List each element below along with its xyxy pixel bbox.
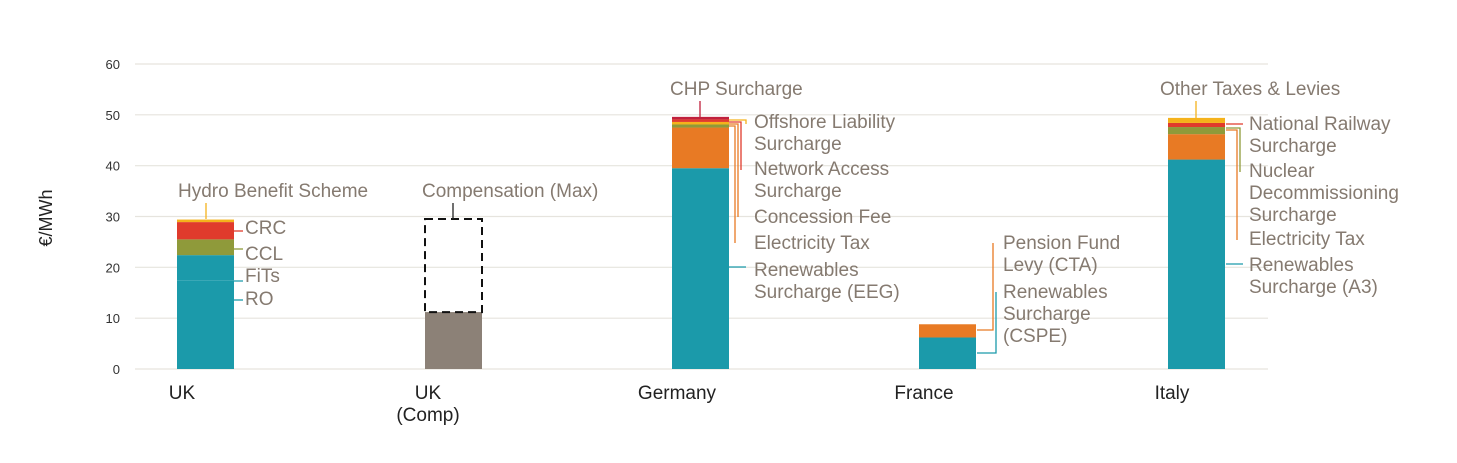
bar-segment <box>672 116 729 120</box>
bar-segment <box>177 222 234 240</box>
annotation-label: Surcharge (EEG) <box>754 282 900 303</box>
bar-segment <box>425 312 482 369</box>
y-axis-label: €/MWh <box>36 189 56 246</box>
bar-segment <box>672 119 729 122</box>
bar-segment <box>1168 117 1225 123</box>
compensation-dashed-box <box>424 218 483 314</box>
bar-segment <box>672 168 729 369</box>
bar-segment <box>919 324 976 338</box>
x-category-label: UK <box>415 383 442 404</box>
y-tick-label: 10 <box>106 311 120 326</box>
annotation-label: Surcharge <box>1249 136 1337 157</box>
annotation-label: CCL <box>245 244 283 265</box>
x-category-label: (Comp) <box>396 405 459 426</box>
annotation-label: Compensation (Max) <box>422 181 598 202</box>
bar-segment <box>1168 159 1225 369</box>
bar-segment <box>919 337 976 369</box>
y-tick-label: 0 <box>113 362 120 377</box>
annotation-leader <box>729 121 742 170</box>
bar-segment <box>1168 127 1225 135</box>
annotation-label: (CSPE) <box>1003 326 1067 347</box>
y-tick-label: 30 <box>106 210 120 225</box>
x-category-label: Germany <box>638 383 717 404</box>
bar-segment <box>177 219 234 223</box>
annotation-label: Electricity Tax <box>1249 229 1365 250</box>
y-tick-label: 40 <box>106 159 120 174</box>
annotation-label: FiTs <box>245 266 280 287</box>
annotation-label: Surcharge <box>754 134 842 155</box>
bar-segment <box>1168 134 1225 160</box>
annotation-label: Other Taxes & Levies <box>1160 79 1340 100</box>
annotation-label: RO <box>245 289 274 310</box>
y-tick-label: 60 <box>106 57 120 72</box>
annotation-label: Renewables <box>1003 282 1108 303</box>
annotation-label: Levy (CTA) <box>1003 255 1098 276</box>
annotation-label: Electricity Tax <box>754 233 870 254</box>
bar-segment <box>177 239 234 256</box>
annotation-label: Surcharge (A3) <box>1249 277 1378 298</box>
annotation-leader <box>729 123 739 217</box>
annotation-label: Decommissioning <box>1249 183 1399 204</box>
annotation-label: Surcharge <box>1003 304 1091 325</box>
x-category-label: Italy <box>1155 383 1190 404</box>
bar-segment <box>177 280 234 369</box>
y-tick-label: 50 <box>106 108 120 123</box>
bar-segment <box>1168 122 1225 128</box>
bars <box>177 116 1225 369</box>
annotation-label: CRC <box>245 218 286 239</box>
x-category-label: UK <box>169 383 196 404</box>
annotation-leader <box>729 119 747 124</box>
annotation-leader <box>729 125 736 243</box>
annotation-label: Surcharge <box>754 181 842 202</box>
annotation-label: Renewables <box>754 260 859 281</box>
annotation-label: Renewables <box>1249 255 1354 276</box>
x-category-label: France <box>894 383 953 404</box>
annotation-label: CHP Surcharge <box>670 79 803 100</box>
annotation-label: National Railway <box>1249 114 1391 135</box>
annotation-label: Network Access <box>754 159 889 180</box>
annotation-leader <box>1226 129 1238 240</box>
annotation-label: Concession Fee <box>754 207 891 228</box>
annotation-label: Nuclear <box>1249 161 1315 182</box>
bar-segment <box>672 127 729 169</box>
y-tick-label: 20 <box>106 260 120 275</box>
annotation-label: Pension Fund <box>1003 233 1120 254</box>
bar-segment <box>672 121 729 125</box>
annotation-leader <box>977 292 997 354</box>
bar-segment <box>672 124 729 128</box>
annotation-leader <box>1226 127 1241 172</box>
bar-segment <box>177 255 234 281</box>
annotation-label: Offshore Liability <box>754 112 896 133</box>
annotation-leader <box>977 243 994 331</box>
annotation-label: Surcharge <box>1249 205 1337 226</box>
annotation-label: Hydro Benefit Scheme <box>178 181 368 202</box>
